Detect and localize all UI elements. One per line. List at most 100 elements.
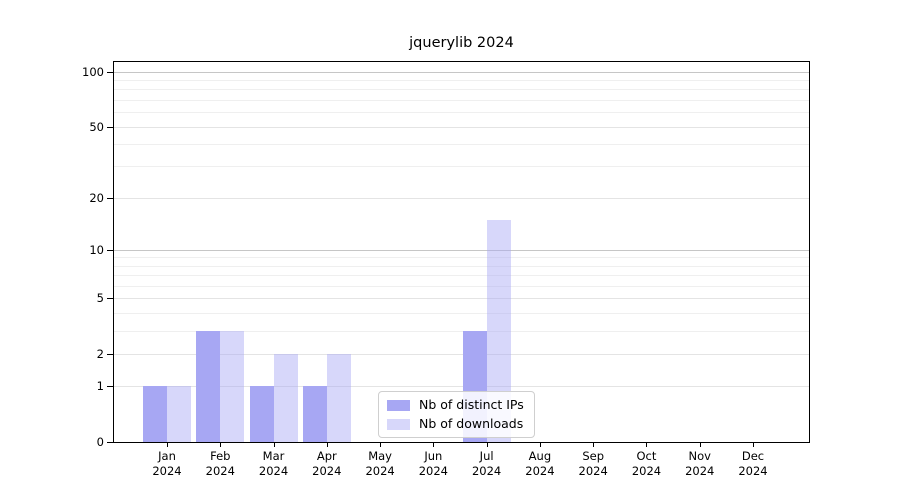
x-tick-label: May 2024 <box>348 449 412 479</box>
x-tick-label: Nov 2024 <box>668 449 732 479</box>
x-tick-label-month: Mar <box>262 449 285 463</box>
x-tick-mark <box>326 443 328 447</box>
x-tick-mark <box>273 443 275 447</box>
x-tick-label-month: Apr <box>316 449 337 463</box>
gridline <box>114 197 809 199</box>
legend-swatch-distinct-ips <box>387 399 410 411</box>
gridline-minor <box>114 257 809 259</box>
gridline-minor <box>114 166 809 168</box>
y-tick-label: 1 <box>96 379 104 394</box>
y-tick-mark <box>107 126 113 128</box>
y-tick-mark <box>107 442 113 443</box>
bar-downloads-apr <box>326 353 351 442</box>
y-tick-mark <box>107 197 113 199</box>
x-tick-label: Jun 2024 <box>401 449 465 479</box>
x-tick-label-month: Nov <box>688 449 711 463</box>
x-tick-mark <box>220 443 222 447</box>
x-tick-label-month: Jul <box>479 449 494 463</box>
legend-label-downloads: Nb of downloads <box>419 416 524 431</box>
x-tick-label-year: 2024 <box>205 464 235 478</box>
gridline-minor <box>114 330 809 332</box>
plot-area <box>113 61 810 443</box>
x-tick-label-year: 2024 <box>525 464 555 478</box>
bar-distinct-ips-jan <box>143 386 167 442</box>
gridline <box>114 249 809 251</box>
x-tick-label-year: 2024 <box>418 464 448 478</box>
gridline <box>114 71 809 73</box>
y-tick-mark <box>107 71 113 73</box>
x-tick-label: Jan 2024 <box>135 449 199 479</box>
x-tick-label: Sep 2024 <box>561 449 625 479</box>
bar-downloads-mar <box>273 353 298 442</box>
y-tick-label: 50 <box>89 119 104 134</box>
x-tick-label: Jul 2024 <box>455 449 519 479</box>
x-tick-label-month: Sep <box>582 449 605 463</box>
bar-downloads-jan <box>167 386 191 442</box>
x-tick-mark <box>539 443 541 447</box>
x-tick-label: Aug 2024 <box>508 449 572 479</box>
gridline-minor <box>114 89 809 91</box>
x-tick-label-year: 2024 <box>152 464 182 478</box>
gridline <box>114 298 809 300</box>
y-tick-label: 20 <box>89 190 104 205</box>
gridline-minor <box>114 99 809 101</box>
x-tick-mark <box>167 443 168 447</box>
gridline-minor <box>114 265 809 267</box>
gridline-minor <box>114 275 809 277</box>
gridline-minor <box>114 312 809 314</box>
y-tick-mark <box>107 298 113 300</box>
x-tick-label: Mar 2024 <box>242 449 306 479</box>
x-tick-mark <box>753 443 754 447</box>
gridline <box>114 386 809 388</box>
x-tick-label-year: 2024 <box>365 464 395 478</box>
y-tick-label: 100 <box>82 64 104 79</box>
x-tick-label-year: 2024 <box>631 464 662 478</box>
bar-downloads-feb <box>220 330 245 442</box>
chart-title: jquerylib 2024 <box>409 35 514 51</box>
x-tick-label-month: Aug <box>528 449 552 463</box>
y-tick-label: 10 <box>89 242 104 257</box>
gridline-minor <box>114 80 809 82</box>
x-tick-label: Apr 2024 <box>295 449 359 479</box>
y-tick-label: 0 <box>96 435 104 449</box>
bar-distinct-ips-feb <box>196 330 221 442</box>
x-tick-mark <box>646 443 648 447</box>
y-tick-label: 5 <box>96 291 104 306</box>
x-tick-label-month: Dec <box>741 449 765 463</box>
x-tick-mark <box>433 443 435 447</box>
bar-distinct-ips-mar <box>249 386 274 442</box>
grid-layer <box>114 62 809 442</box>
x-tick-mark <box>486 443 488 447</box>
gridline <box>114 126 809 128</box>
x-tick-label-month: Oct <box>636 449 657 463</box>
y-tick-mark <box>107 353 113 355</box>
x-tick-mark <box>699 443 701 447</box>
x-tick-mark <box>593 443 595 447</box>
y-tick-mark <box>107 386 113 388</box>
x-tick-label-year: 2024 <box>258 464 289 478</box>
gridline <box>114 353 809 355</box>
bar-layer <box>114 62 809 442</box>
x-tick-label-month: Feb <box>210 449 231 463</box>
gridline-minor <box>114 112 809 114</box>
y-tick-mark <box>107 249 113 251</box>
y-tick-label: 2 <box>96 346 104 361</box>
legend-item-distinct-ips: Nb of distinct IPs <box>387 398 524 412</box>
x-tick-label: Feb 2024 <box>188 449 252 479</box>
gridline-minor <box>114 144 809 146</box>
x-tick-label-month: Jun <box>424 449 443 463</box>
x-tick-label-month: Jan <box>158 449 176 463</box>
legend-item-downloads: Nb of downloads <box>387 417 524 431</box>
x-tick-mark <box>380 443 382 447</box>
x-tick-label: Oct 2024 <box>614 449 678 479</box>
gridline-minor <box>114 285 809 287</box>
x-tick-label-year: 2024 <box>578 464 608 478</box>
legend-swatch-downloads <box>387 418 410 430</box>
x-tick-label-month: May <box>368 449 392 463</box>
x-tick-label-year: 2024 <box>685 464 715 478</box>
bar-distinct-ips-apr <box>302 386 327 442</box>
legend-label-distinct-ips: Nb of distinct IPs <box>419 397 524 412</box>
legend: Nb of distinct IPs Nb of downloads <box>378 391 535 438</box>
x-tick-label: Dec 2024 <box>721 449 785 479</box>
